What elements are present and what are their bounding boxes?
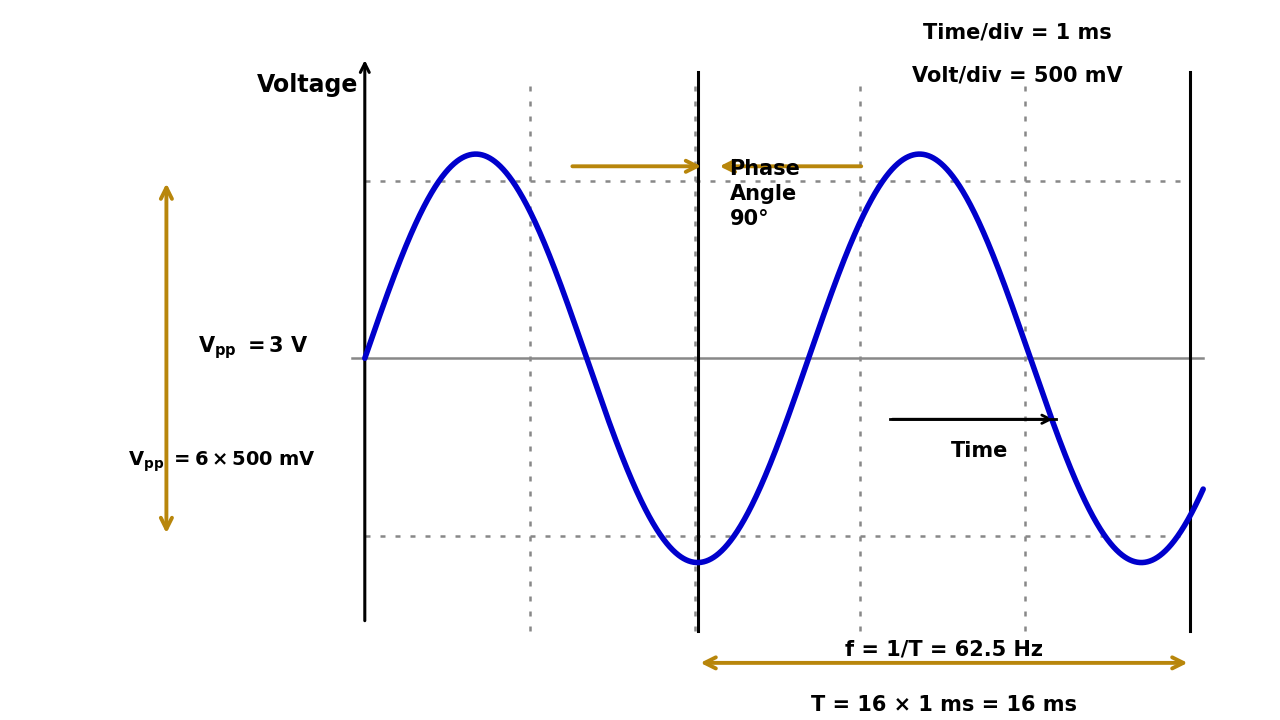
Text: Phase
Angle
90°: Phase Angle 90° bbox=[730, 159, 800, 229]
Text: Time: Time bbox=[951, 441, 1007, 461]
Text: $\mathbf{V_{pp}}$ $\mathbf{= 3\ V}$: $\mathbf{V_{pp}}$ $\mathbf{= 3\ V}$ bbox=[198, 334, 308, 361]
Text: Volt/div = 500 mV: Volt/div = 500 mV bbox=[913, 66, 1123, 85]
Text: $\mathbf{V_{pp}}$ $\mathbf{= 6 \times 500\ mV}$: $\mathbf{V_{pp}}$ $\mathbf{= 6 \times 50… bbox=[128, 450, 316, 474]
Text: Time/div = 1 ms: Time/div = 1 ms bbox=[923, 22, 1112, 42]
Text: f = 1/T = 62.5 Hz: f = 1/T = 62.5 Hz bbox=[845, 639, 1043, 660]
Text: T = 16 × 1 ms = 16 ms: T = 16 × 1 ms = 16 ms bbox=[812, 695, 1076, 715]
Text: Voltage: Voltage bbox=[257, 73, 358, 96]
